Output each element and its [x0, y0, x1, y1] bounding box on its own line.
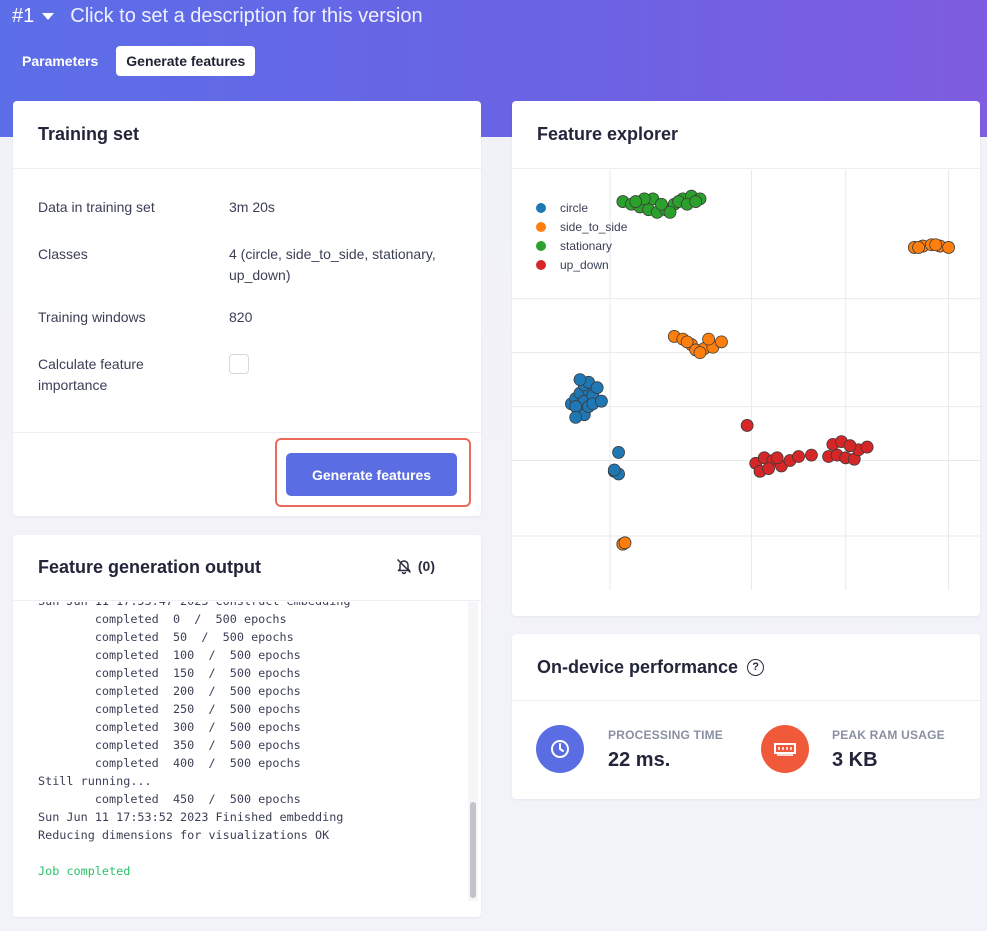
legend-marker[interactable]	[536, 222, 546, 232]
point-side_to_side[interactable]	[942, 241, 955, 254]
point-side_to_side[interactable]	[693, 346, 707, 360]
point-circle[interactable]	[590, 381, 604, 395]
help-icon[interactable]: ?	[747, 658, 765, 676]
highlight-annotation	[275, 438, 471, 507]
output-card: Feature generation output (0) Sun Jun 11…	[13, 535, 481, 917]
point-up_down[interactable]	[770, 451, 784, 465]
legend-label[interactable]: stationary	[560, 239, 612, 253]
chevron-down-icon[interactable]	[42, 12, 55, 20]
legend-label[interactable]: circle	[560, 201, 588, 215]
point-circle[interactable]	[595, 394, 608, 408]
log-line: completed 200 / 500 epochs	[38, 684, 301, 698]
output-title: Feature generation output	[13, 535, 481, 601]
point-stationary[interactable]	[689, 195, 703, 208]
log-line: completed 100 / 500 epochs	[38, 648, 301, 662]
point-up_down[interactable]	[740, 419, 754, 432]
log-line: completed 400 / 500 epochs	[38, 756, 301, 770]
performance-title: On-device performance	[537, 656, 739, 677]
divider	[13, 432, 481, 433]
log-line: completed 150 / 500 epochs	[38, 666, 301, 680]
point-side_to_side[interactable]	[702, 332, 715, 346]
peak-ram-label: PEAK RAM USAGE	[832, 728, 945, 742]
scrollbar-track[interactable]	[468, 602, 478, 901]
tab-generate-features[interactable]: Generate features	[116, 46, 256, 76]
tab-parameters[interactable]: Parameters	[22, 53, 99, 69]
row-value-data: 3m 20s	[229, 199, 275, 215]
legend-marker[interactable]	[536, 203, 546, 213]
point-up_down[interactable]	[805, 448, 818, 462]
point-up_down[interactable]	[762, 462, 775, 476]
point-side_to_side[interactable]	[618, 536, 632, 550]
legend-label[interactable]: up_down	[560, 258, 609, 272]
point-stationary[interactable]	[655, 197, 668, 211]
row-value-classes: 4 (circle, side_to_side, stationary, up_…	[229, 246, 436, 283]
point-circle[interactable]	[612, 446, 625, 459]
legend-marker[interactable]	[536, 241, 546, 251]
log-line: completed 50 / 500 epochs	[38, 630, 294, 644]
point-stationary[interactable]	[663, 205, 677, 219]
clock-icon	[536, 725, 584, 773]
notification-toggle[interactable]: (0)	[395, 557, 435, 575]
log-line: Sun Jun 11 17:53:52 2023 Finished embedd…	[38, 810, 344, 824]
version-selector[interactable]: #1 Click to set a description for this v…	[12, 3, 423, 29]
point-up_down[interactable]	[843, 439, 857, 453]
tab-bar: Parameters Generate features	[12, 46, 256, 76]
notification-count: (0)	[417, 558, 435, 574]
scrollbar-thumb[interactable]	[470, 802, 476, 898]
memory-chip-icon	[761, 725, 809, 773]
point-side_to_side[interactable]	[912, 241, 925, 254]
point-up_down[interactable]	[792, 450, 805, 463]
feature-explorer-title: Feature explorer	[512, 101, 980, 169]
row-label-feature-importance: Calculate feature importance	[38, 356, 144, 393]
log-output: Sun Jun 11 17:53:47 2023 Construct embed…	[38, 602, 458, 880]
bell-off-icon[interactable]	[395, 557, 413, 575]
scatter-plot[interactable]: circle side_to_side stationary up_down	[512, 170, 980, 590]
log-viewport[interactable]: Sun Jun 11 17:53:47 2023 Construct embed…	[13, 602, 468, 901]
point-circle[interactable]	[607, 463, 621, 477]
row-label-windows: Training windows	[38, 309, 146, 325]
log-line: completed 450 / 500 epochs	[38, 792, 301, 806]
point-stationary[interactable]	[629, 195, 643, 208]
processing-time-value: 22 ms.	[608, 749, 671, 771]
peak-ram-value: 3 KB	[832, 749, 878, 771]
log-line	[38, 844, 458, 862]
log-line: Still running...	[38, 774, 152, 788]
point-up_down[interactable]	[860, 440, 874, 454]
performance-card: On-device performance ? PROCESSING TIME …	[512, 634, 980, 799]
performance-header: On-device performance ?	[512, 634, 980, 701]
log-line: Sun Jun 11 17:53:47 2023 Construct embed…	[38, 602, 458, 610]
point-circle[interactable]	[573, 373, 587, 387]
row-label-classes: Classes	[38, 246, 88, 262]
feature-importance-checkbox[interactable]	[229, 354, 249, 374]
legend-marker[interactable]	[536, 260, 546, 270]
row-label-data: Data in training set	[38, 199, 155, 215]
log-line: Job completed	[38, 864, 131, 878]
version-description[interactable]: Click to set a description for this vers…	[70, 4, 423, 27]
point-circle[interactable]	[569, 410, 583, 424]
version-number[interactable]: #1	[12, 4, 35, 27]
processing-time-label: PROCESSING TIME	[608, 728, 724, 742]
point-side_to_side[interactable]	[680, 335, 694, 349]
log-line: completed 350 / 500 epochs	[38, 738, 301, 752]
log-line: completed 0 / 500 epochs	[38, 612, 287, 626]
legend-label[interactable]: side_to_side	[560, 220, 628, 234]
log-line: Reducing dimensions for visualizations O…	[38, 828, 330, 842]
log-line: completed 250 / 500 epochs	[38, 702, 301, 716]
training-set-card: Training set Data in training set 3m 20s…	[13, 101, 481, 516]
row-value-windows: 820	[229, 309, 253, 325]
generate-features-button[interactable]: Generate features	[286, 453, 457, 496]
point-side_to_side[interactable]	[715, 335, 728, 349]
log-line: completed 300 / 500 epochs	[38, 720, 301, 734]
training-set-title: Training set	[13, 101, 481, 169]
point-side_to_side[interactable]	[929, 238, 943, 252]
